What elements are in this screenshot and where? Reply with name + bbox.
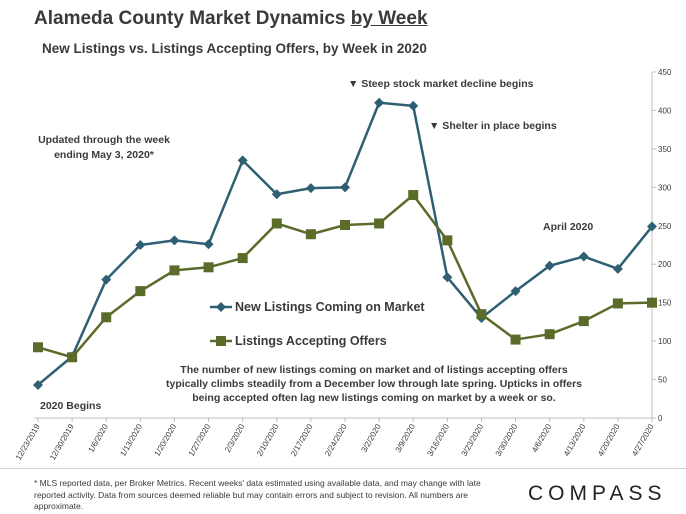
new-listings-point — [510, 286, 521, 297]
y-tick-label: 300 — [658, 183, 672, 192]
new-listings-point — [408, 100, 419, 111]
chart-title: Alameda County Market Dynamics by Week — [34, 8, 428, 29]
offers-point — [612, 298, 623, 309]
x-tick-label: 3/23/2020 — [460, 422, 486, 458]
new-listings-point — [33, 379, 43, 390]
new-listings-point — [237, 155, 248, 166]
x-tick-label: 2/17/2020 — [289, 422, 315, 458]
x-tick-label: 3/30/2020 — [494, 422, 520, 458]
offers-point — [101, 312, 112, 323]
legend-marker-diamond — [216, 302, 226, 312]
explanation-text: The number of new listings coming on mar… — [165, 364, 583, 404]
new-listings-point — [340, 182, 350, 193]
y-tick-label: 100 — [658, 337, 672, 346]
x-tick-label: 1/27/2020 — [187, 422, 213, 458]
update-note: Updated through the week ending May 3, 2… — [24, 133, 184, 163]
y-tick-label: 450 — [658, 68, 672, 77]
offers-point — [647, 297, 657, 308]
new-listings-point — [305, 183, 316, 194]
offers-point — [67, 352, 78, 363]
new-listings-point — [612, 263, 623, 274]
update-note-line1: Updated through the week — [38, 134, 170, 146]
y-tick-label: 350 — [658, 145, 672, 154]
legend-label-2: Listings Accepting Offers — [235, 334, 387, 348]
x-tick-label: 1/6/2020 — [87, 422, 111, 454]
offers-point — [169, 265, 180, 276]
y-tick-label: 0 — [658, 414, 663, 423]
x-tick-label: 4/6/2020 — [530, 422, 554, 454]
offers-point — [271, 218, 282, 229]
offers-point — [544, 329, 555, 340]
x-tick-label: 2/3/2020 — [223, 422, 247, 454]
chart-title-emphasis: by Week — [350, 8, 428, 29]
shelter-annotation: ▼ Shelter in place begins — [429, 120, 557, 132]
offers-point — [374, 218, 385, 229]
x-tick-label: 3/2/2020 — [359, 422, 383, 454]
new-listings-point — [578, 251, 589, 262]
new-listings-point — [203, 239, 214, 250]
new-listings-point — [101, 274, 112, 285]
offers-point — [442, 235, 453, 246]
y-tick-label: 200 — [658, 260, 672, 269]
new-listings-point — [374, 97, 385, 108]
y-tick-label: 150 — [658, 299, 672, 308]
new-listings-point — [442, 272, 453, 283]
new-listings-point — [544, 260, 555, 271]
y-tick-label: 50 — [658, 376, 667, 385]
series-line-2 — [37, 193, 653, 359]
offers-point — [237, 253, 248, 264]
line-chart: 0 50 100 150 200 250 300 350 400 450 12/23/2019 12/… — [14, 68, 672, 462]
offers-point — [510, 334, 521, 345]
offers-point — [408, 190, 419, 201]
legend-marker-square — [216, 336, 226, 346]
offers-point — [476, 309, 487, 320]
x-tick-label: 1/20/2020 — [153, 422, 179, 458]
y-tick-label: 250 — [658, 222, 672, 231]
x-tick-label: 2/24/2020 — [323, 422, 349, 458]
footer-divider — [0, 468, 686, 469]
y-tick-label: 400 — [658, 106, 672, 115]
x-tick-label: 12/23/2019 — [14, 422, 42, 462]
april-annotation: April 2020 — [543, 221, 594, 233]
new-listings-point — [271, 189, 282, 200]
chart-subtitle: New Listings vs. Listings Accepting Offe… — [42, 41, 427, 56]
offers-point — [33, 342, 43, 353]
x-tick-label: 2/10/2020 — [255, 422, 281, 458]
offers-point — [340, 220, 350, 231]
x-tick-label: 1/13/2020 — [118, 422, 144, 458]
legend-label-1: New Listings Coming on Market — [235, 300, 425, 314]
footnote: * MLS reported data, per Broker Metrics.… — [34, 478, 481, 511]
offers-point — [135, 286, 146, 297]
offers-point — [578, 316, 589, 327]
x-tick-label: 4/27/2020 — [630, 422, 656, 458]
stock-decline-annotation: ▼ Steep stock market decline begins — [348, 78, 534, 90]
offers-point — [305, 229, 316, 240]
offers-point — [203, 262, 214, 273]
x-tick-label: 4/20/2020 — [596, 422, 622, 458]
x-tick-label: 12/30/2019 — [48, 422, 76, 462]
compass-logo: COMPASS — [528, 482, 667, 505]
x-tick-label: 3/16/2020 — [425, 422, 451, 458]
year-begins-annotation: 2020 Begins — [40, 400, 102, 412]
x-tick-label: 4/13/2020 — [562, 422, 588, 458]
x-tick-label: 3/9/2020 — [394, 422, 418, 454]
new-listings-point — [647, 221, 657, 232]
update-note-line2: ending May 3, 2020* — [54, 149, 154, 161]
new-listings-point — [169, 235, 180, 246]
new-listings-point — [135, 240, 146, 250]
